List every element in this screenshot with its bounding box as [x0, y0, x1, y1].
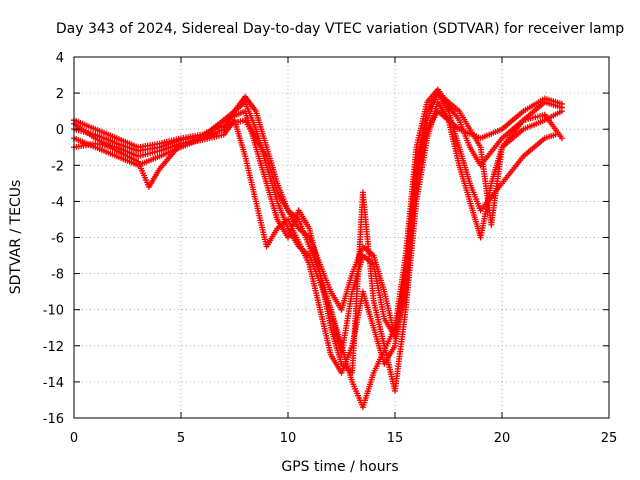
series-layer — [71, 86, 565, 411]
y-tick-label: -2 — [51, 159, 64, 174]
y-tick-label: -4 — [51, 195, 64, 210]
series-day-5 — [71, 95, 565, 358]
x-tick-label: 20 — [494, 431, 511, 446]
y-tick-label: 4 — [56, 51, 64, 66]
y-tick-label: -10 — [43, 304, 64, 319]
data-point — [558, 135, 565, 142]
chart-title: Day 343 of 2024, Sidereal Day-to-day VTE… — [56, 21, 624, 37]
y-tick-label: -16 — [43, 412, 64, 427]
data-point — [558, 100, 565, 107]
x-tick-label: 25 — [601, 431, 618, 446]
x-tick-label: 15 — [387, 431, 404, 446]
y-tick-label: -14 — [43, 376, 64, 391]
y-axis-label: SDTVAR / TECUs — [8, 180, 24, 295]
data-point — [558, 108, 565, 115]
x-tick-label: 0 — [70, 431, 78, 446]
x-tick-label: 10 — [280, 431, 297, 446]
y-tick-label: -6 — [51, 232, 64, 247]
series-day-1 — [71, 90, 559, 376]
x-axis-label: GPS time / hours — [281, 459, 398, 475]
y-tick-label: 0 — [56, 123, 64, 138]
tick-layer: 0 5 10 15 20 25 -16 -14 -12 -10 -8 -6 -4 -2 0 2 4 — [43, 51, 618, 446]
y-tick-label: -12 — [43, 340, 64, 355]
x-tick-label: 5 — [177, 431, 185, 446]
y-tick-label: -8 — [51, 268, 64, 283]
y-tick-label: 2 — [56, 87, 64, 102]
grid-layer — [74, 57, 609, 418]
